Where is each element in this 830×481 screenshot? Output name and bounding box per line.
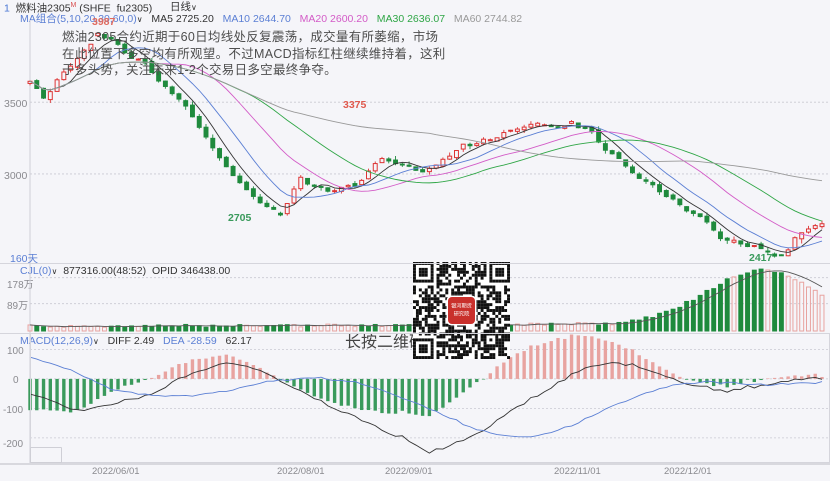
svg-text:研究院: 研究院 bbox=[454, 310, 470, 318]
svg-text:银河期货: 银河期货 bbox=[451, 302, 472, 310]
